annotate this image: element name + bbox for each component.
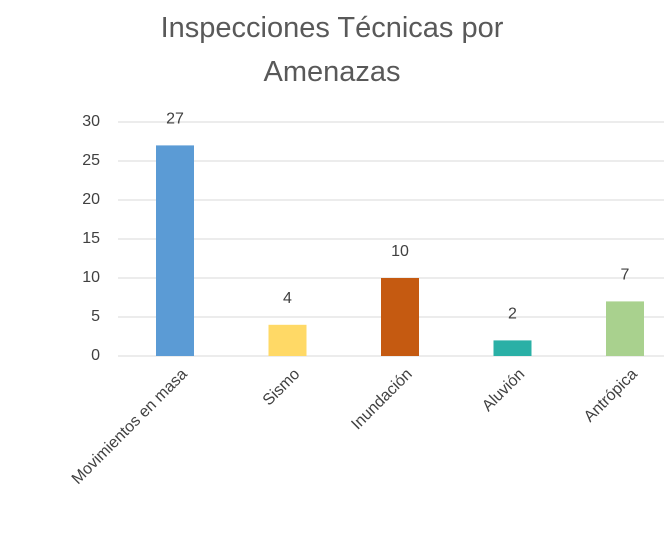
bar xyxy=(156,145,194,356)
data-label: 4 xyxy=(283,290,292,307)
x-tick-label: Sismo xyxy=(260,366,304,410)
y-tick-label: 15 xyxy=(82,230,100,247)
bar xyxy=(268,324,307,356)
y-tick-label: 20 xyxy=(82,191,100,208)
bar xyxy=(381,278,419,356)
y-tick-label: 0 xyxy=(91,347,100,364)
data-label: 2 xyxy=(508,306,517,323)
y-tick-label: 30 xyxy=(82,113,100,130)
bar xyxy=(493,340,532,356)
chart-title: Inspecciones Técnicas por Amenazas xyxy=(160,12,504,88)
y-tick-label: 25 xyxy=(82,152,100,169)
bar xyxy=(606,301,644,356)
x-tick-label: Aluvión xyxy=(479,366,528,415)
data-label: 7 xyxy=(621,267,630,284)
data-label: 27 xyxy=(166,111,184,128)
x-tick-label: Movimientos en masa xyxy=(69,366,191,488)
data-label: 10 xyxy=(391,243,409,260)
y-tick-label: 10 xyxy=(82,269,100,286)
x-tick-label: Inundación xyxy=(348,366,415,433)
x-tick-label: Antrópica xyxy=(581,366,641,426)
y-tick-label: 5 xyxy=(91,308,100,325)
